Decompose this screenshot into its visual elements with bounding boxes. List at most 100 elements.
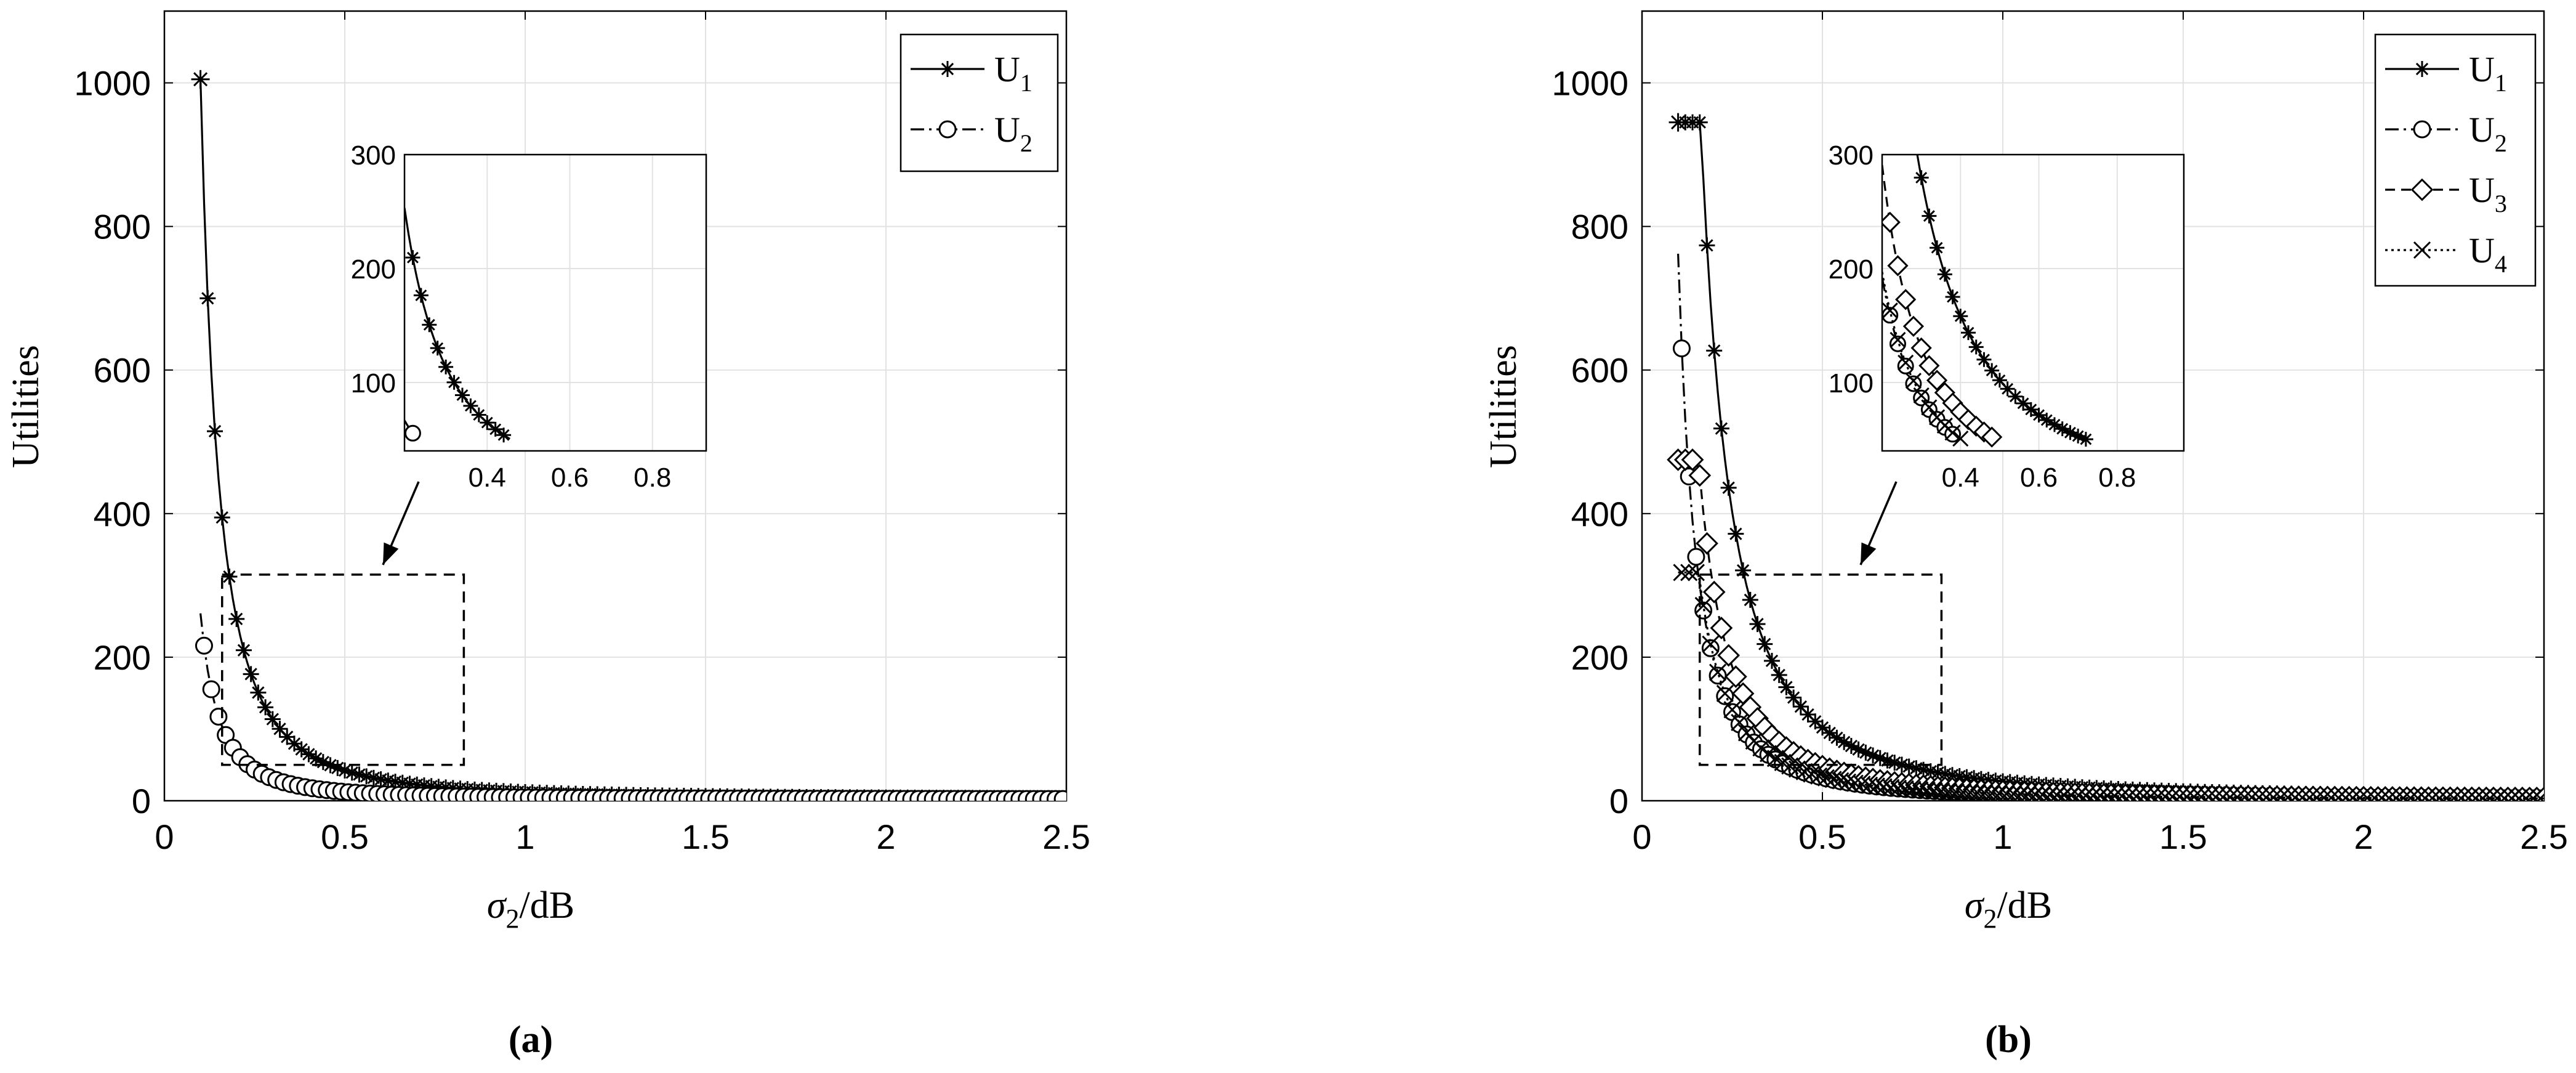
data-point xyxy=(2301,788,2319,801)
zoom-box xyxy=(1699,573,1943,766)
data-point xyxy=(1961,325,1976,341)
data-point xyxy=(1702,635,1720,653)
data-point xyxy=(1681,448,1704,471)
data-point xyxy=(293,741,310,758)
legend-label-subscript: 2 xyxy=(1020,129,1032,157)
data-point xyxy=(463,398,478,413)
data-point xyxy=(1696,532,1718,555)
data-point xyxy=(2329,789,2348,801)
data-point xyxy=(2171,788,2189,801)
x-axis-label-subscript: 2 xyxy=(1983,904,1997,934)
panel-label-text: (a) xyxy=(509,1019,553,1061)
inset-plot-area xyxy=(1882,155,2093,448)
data-point xyxy=(322,757,339,774)
data-point xyxy=(2236,788,2253,801)
data-point xyxy=(422,317,437,333)
y-tick-label: 200 xyxy=(1571,638,1628,677)
data-point xyxy=(2315,789,2333,801)
data-point xyxy=(471,407,486,423)
data-point xyxy=(2069,787,2088,801)
data-point xyxy=(1882,211,1901,233)
inset-series-U3 xyxy=(1882,164,2003,448)
series-line xyxy=(1678,571,2544,800)
data-point xyxy=(2532,790,2544,801)
data-point xyxy=(1914,170,1929,185)
data-point xyxy=(2163,788,2181,801)
data-point xyxy=(1710,617,1733,639)
data-point xyxy=(1688,464,1712,487)
data-point xyxy=(438,359,454,375)
data-point xyxy=(2423,789,2441,801)
data-point xyxy=(1981,426,2003,448)
legend-box xyxy=(2374,33,2537,287)
data-point xyxy=(1778,679,1795,695)
data-point xyxy=(329,759,346,776)
data-point xyxy=(1922,763,1939,780)
data-point xyxy=(243,666,259,682)
data-point xyxy=(337,762,353,779)
data-point xyxy=(1945,290,1960,305)
data-point xyxy=(2012,785,2030,801)
x-tick-label: 1.5 xyxy=(682,817,730,856)
data-point xyxy=(1997,785,2015,801)
data-point xyxy=(2149,788,2167,801)
data-point xyxy=(1922,208,1937,224)
data-point xyxy=(2279,788,2297,801)
panel-label: (b) xyxy=(1985,1019,2032,1061)
x-tick-label: 0.5 xyxy=(1798,817,1846,856)
data-point xyxy=(2142,788,2160,801)
legend-item: U2 xyxy=(2385,110,2507,157)
inset-axes: 0.4 0.6 0.8 100 200 300 xyxy=(1829,140,2185,493)
data-point xyxy=(2034,786,2051,801)
data-point xyxy=(1728,525,1744,542)
x-tick-label: 2 xyxy=(2354,817,2373,856)
data-point xyxy=(2410,178,2434,201)
legend-label-name: U xyxy=(994,49,1020,89)
panel-a: Utilities σ2/dB (a) 0 0.5 1 1.5 2 2.502004006… xyxy=(5,10,1090,1061)
data-point xyxy=(1926,370,1948,391)
data-point xyxy=(1930,240,1945,256)
legend-label-name: U xyxy=(2469,170,2495,210)
data-point xyxy=(1910,337,1932,359)
data-point xyxy=(2517,790,2535,801)
data-point xyxy=(1872,750,1888,766)
data-point xyxy=(1858,744,1874,761)
data-point xyxy=(1694,597,1712,615)
data-point xyxy=(1771,666,1787,683)
data-point xyxy=(1821,724,1838,741)
data-point xyxy=(1897,357,1914,375)
data-point xyxy=(2272,788,2290,801)
inset-x-tick-label: 0.8 xyxy=(634,463,671,493)
data-point xyxy=(2322,789,2340,801)
data-point xyxy=(1865,747,1882,764)
data-point xyxy=(1713,420,1729,437)
data-point xyxy=(1882,302,1898,319)
y-tick-label: 800 xyxy=(1571,208,1628,246)
inset-series-U4 xyxy=(1882,272,1969,447)
data-point xyxy=(1976,784,1994,801)
legend-label-subscript: 1 xyxy=(1020,69,1032,97)
data-point xyxy=(1905,375,1922,392)
inset-series-U2 xyxy=(405,419,421,442)
data-point xyxy=(1930,764,1946,781)
data-point xyxy=(1898,354,1914,371)
data-point xyxy=(228,610,245,627)
data-point xyxy=(2019,785,2037,801)
data-point xyxy=(1838,773,1857,791)
plot-area xyxy=(191,70,1066,801)
data-point xyxy=(454,387,470,403)
data-point xyxy=(2264,788,2282,801)
inset-series-U1 xyxy=(1914,155,2093,447)
legend-label-subscript: 3 xyxy=(2495,190,2507,217)
data-point xyxy=(2077,787,2095,801)
data-point xyxy=(1947,783,1965,801)
data-point xyxy=(496,427,512,443)
data-point xyxy=(372,771,389,788)
data-point xyxy=(2308,789,2325,801)
data-point xyxy=(1735,562,1752,579)
x-axis-label-subscript: 2 xyxy=(505,904,519,934)
data-point xyxy=(1983,784,2001,801)
data-point xyxy=(1882,779,1900,796)
